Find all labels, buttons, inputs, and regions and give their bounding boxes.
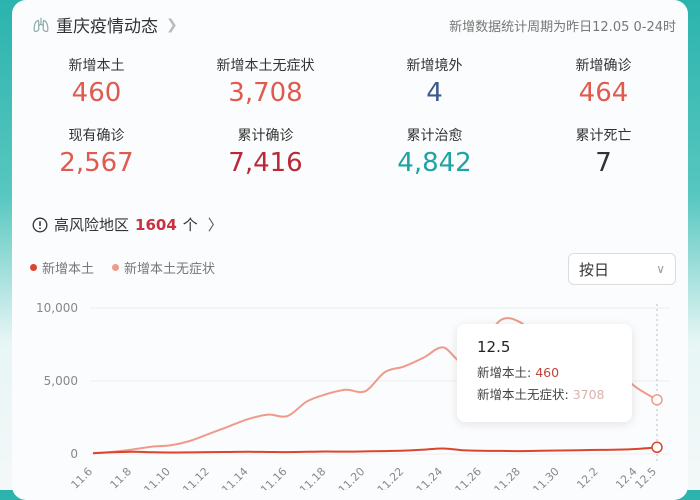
stat-value: 460 bbox=[71, 78, 122, 108]
stat-label: 新增境外 bbox=[406, 58, 463, 74]
svg-text:11.30: 11.30 bbox=[530, 465, 561, 490]
stat-label: 新增确诊 bbox=[575, 58, 632, 74]
legend-item-asymptomatic[interactable]: 新增本土无症状 bbox=[112, 258, 215, 277]
legend-item-local[interactable]: 新增本土 bbox=[30, 258, 94, 277]
chevron-down-icon: ∨ bbox=[656, 262, 665, 276]
stat-item: 累计确诊 7,416 bbox=[181, 126, 350, 180]
stat-value: 464 bbox=[578, 78, 629, 108]
svg-text:11.16: 11.16 bbox=[258, 465, 289, 490]
chart-legend: 新增本土 新增本土无症状 bbox=[30, 258, 215, 277]
high-risk-areas-link[interactable]: 高风险地区 1604 个 〉 bbox=[32, 214, 223, 235]
lungs-icon bbox=[33, 17, 49, 32]
svg-text:11.28: 11.28 bbox=[492, 465, 523, 490]
stat-item: 新增境外 4 bbox=[350, 56, 519, 110]
svg-text:11.26: 11.26 bbox=[453, 465, 484, 490]
legend-label: 新增本土无症状 bbox=[124, 262, 216, 277]
stat-value: 7,416 bbox=[228, 148, 303, 178]
stat-value: 7 bbox=[595, 148, 612, 178]
select-value: 按日 bbox=[579, 260, 610, 279]
svg-text:11.12: 11.12 bbox=[180, 465, 211, 490]
svg-text:0: 0 bbox=[70, 447, 78, 461]
stat-item: 累计死亡 7 bbox=[519, 126, 688, 180]
stat-label: 新增本土无症状 bbox=[216, 58, 315, 74]
chevron-right-icon: 〉 bbox=[207, 216, 223, 234]
svg-text:11.22: 11.22 bbox=[375, 465, 406, 490]
granularity-select[interactable]: 按日 ∨ bbox=[568, 253, 676, 285]
chevron-right-icon: ❯ bbox=[166, 16, 178, 33]
svg-text:11.18: 11.18 bbox=[297, 465, 328, 490]
tooltip-row-local: 新增本土: 460 bbox=[477, 362, 612, 384]
stat-label: 累计确诊 bbox=[237, 128, 294, 144]
risk-unit: 个 bbox=[182, 216, 198, 234]
svg-text:12.2: 12.2 bbox=[574, 465, 601, 490]
tooltip-label: 新增本土无症状: bbox=[477, 387, 569, 402]
stat-item: 新增本土无症状 3,708 bbox=[181, 56, 350, 110]
legend-dot-icon bbox=[30, 264, 37, 271]
card-title: 重庆疫情动态 bbox=[56, 17, 158, 37]
stat-label: 累计死亡 bbox=[575, 128, 632, 144]
tooltip-label: 新增本土: bbox=[477, 365, 532, 380]
svg-text:11.8: 11.8 bbox=[108, 465, 135, 490]
svg-text:11.20: 11.20 bbox=[336, 465, 367, 490]
svg-text:11.24: 11.24 bbox=[414, 465, 445, 490]
svg-text:10,000: 10,000 bbox=[36, 301, 78, 315]
stats-grid: 新增本土 460 新增本土无症状 3,708 新增境外 4 新增确诊 464 现有确诊 2,567… bbox=[12, 56, 688, 180]
stat-label: 累计治愈 bbox=[406, 128, 463, 144]
tooltip-row-asymptomatic: 新增本土无症状: 3708 bbox=[477, 384, 612, 406]
risk-count: 1604 bbox=[135, 215, 177, 234]
data-period-note: 新增数据统计周期为昨日12.05 0-24时 bbox=[449, 20, 676, 35]
tooltip-value: 460 bbox=[535, 365, 560, 380]
tooltip-date: 12.5 bbox=[477, 338, 511, 356]
stat-label: 新增本土 bbox=[68, 58, 125, 74]
svg-text:12.5: 12.5 bbox=[633, 465, 660, 490]
risk-label: 高风险地区 bbox=[54, 216, 130, 234]
svg-text:11.14: 11.14 bbox=[219, 465, 250, 490]
legend-dot-icon bbox=[112, 264, 120, 271]
stat-value: 4,842 bbox=[397, 148, 472, 178]
stat-item: 现有确诊 2,567 bbox=[12, 126, 181, 180]
stat-value: 2,567 bbox=[59, 148, 134, 178]
svg-text:11.6: 11.6 bbox=[69, 465, 96, 490]
alert-circle-icon bbox=[32, 217, 48, 232]
stat-item: 累计治愈 4,842 bbox=[350, 126, 519, 180]
epidemic-card: 重庆疫情动态 ❯ 新增数据统计周期为昨日12.05 0-24时 新增本土 460 新… bbox=[12, 0, 688, 500]
tooltip-value: 3708 bbox=[572, 387, 605, 402]
stat-value: 4 bbox=[426, 78, 443, 108]
stat-item: 新增本土 460 bbox=[12, 56, 181, 110]
stat-item: 新增确诊 464 bbox=[519, 56, 688, 110]
line-chart[interactable]: 0 5,000 10,000 11.6 11.8 11.10 11.12 11.14 11.16… bbox=[0, 290, 700, 490]
card-header[interactable]: 重庆疫情动态 ❯ bbox=[32, 12, 178, 37]
stat-label: 现有确诊 bbox=[68, 128, 125, 144]
svg-text:5,000: 5,000 bbox=[44, 374, 78, 388]
legend-label: 新增本土 bbox=[42, 262, 95, 277]
chart-tooltip: 12.5 新增本土: 460 新增本土无症状: 3708 bbox=[457, 324, 632, 422]
stat-value: 3,708 bbox=[228, 78, 303, 108]
svg-text:11.10: 11.10 bbox=[141, 465, 172, 490]
